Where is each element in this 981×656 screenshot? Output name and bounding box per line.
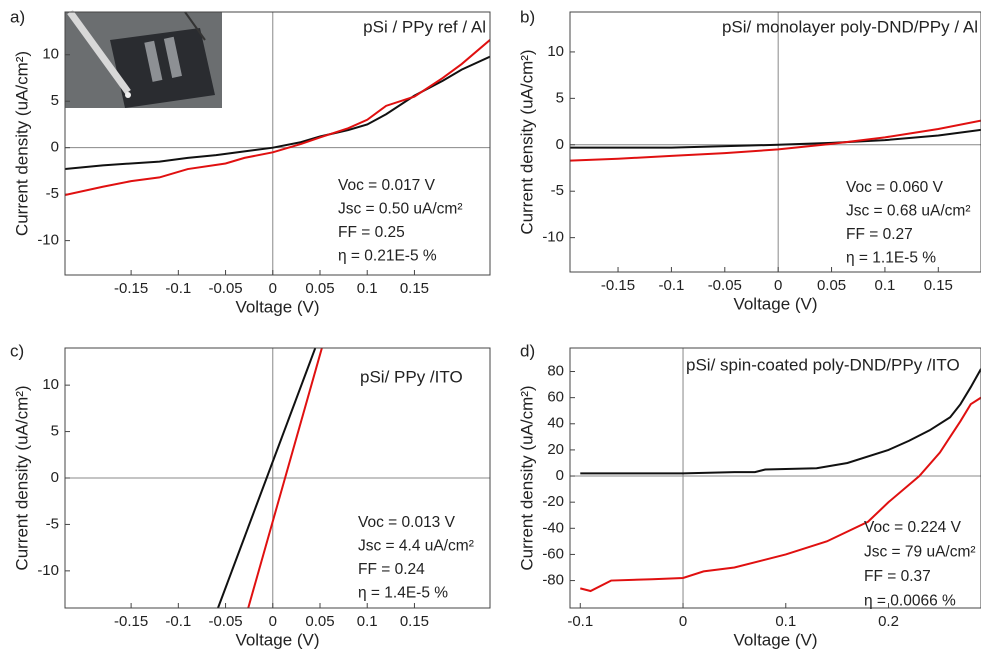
plot-series bbox=[65, 39, 490, 197]
x-tick-label: -0.15 bbox=[601, 277, 635, 294]
plot-series bbox=[570, 119, 981, 162]
x-tick-label: 0 bbox=[679, 613, 687, 630]
annotation: Voc = 0.060 V bbox=[846, 179, 944, 196]
annotation: FF = 0.24 bbox=[358, 561, 425, 578]
plot-frame bbox=[569, 11, 981, 273]
x-tick-label: 0.15 bbox=[924, 277, 953, 294]
x-tick-label: -0.1 bbox=[567, 613, 593, 630]
data-line bbox=[580, 368, 981, 475]
data-line bbox=[217, 348, 317, 608]
y-tick-label: -10 bbox=[37, 232, 59, 249]
plot-frame bbox=[569, 347, 981, 609]
x-tick-label: 0.15 bbox=[400, 613, 429, 630]
y-tick-label: -5 bbox=[551, 182, 564, 199]
y-tick-label: 60 bbox=[547, 389, 564, 406]
annotation: FF = 0.27 bbox=[846, 226, 913, 243]
y-tick-label: -60 bbox=[542, 545, 564, 562]
annotation: Voc = 0.224 V bbox=[864, 519, 962, 536]
annotation: Jsc = 79 uA/cm² bbox=[864, 544, 976, 561]
y-tick-label: -80 bbox=[542, 572, 564, 589]
x-tick-label: -0.15 bbox=[114, 280, 148, 297]
x-tick-label: -0.1 bbox=[165, 613, 191, 630]
y-axis-label: Current density (uA/cm²) bbox=[517, 49, 536, 234]
annotation: Voc = 0.017 V bbox=[338, 177, 436, 194]
x-tick-label: 0 bbox=[269, 613, 277, 630]
x-tick-label: 0.1 bbox=[357, 613, 378, 630]
y-tick-label: 5 bbox=[51, 423, 59, 440]
y-tick-label: 80 bbox=[547, 362, 564, 379]
y-tick-label: 40 bbox=[547, 415, 564, 432]
x-tick-label: 0.05 bbox=[305, 613, 334, 630]
x-tick-label: 0 bbox=[774, 277, 782, 294]
x-axis-label: Voltage (V) bbox=[733, 294, 817, 313]
plot-frame bbox=[64, 11, 491, 276]
y-axis-label: Current density (uA/cm²) bbox=[12, 51, 31, 236]
y-tick-label: 0 bbox=[556, 136, 564, 153]
x-tick-label: -0.1 bbox=[658, 277, 684, 294]
y-tick-label: 0 bbox=[556, 467, 564, 484]
annotation: η = 1.4E-5 % bbox=[358, 585, 448, 602]
y-tick-label: -20 bbox=[542, 493, 564, 510]
x-tick-label: -0.05 bbox=[208, 280, 242, 297]
x-tick-label: -0.15 bbox=[114, 613, 148, 630]
inset-photo bbox=[65, 9, 222, 108]
annotation: η = 0.21E-5 % bbox=[338, 248, 437, 265]
y-axis-label: Current density (uA/cm²) bbox=[517, 385, 536, 570]
y-tick-label: -5 bbox=[46, 185, 59, 202]
annotation: FF = 0.37 bbox=[864, 568, 931, 585]
panel-label: d) bbox=[520, 341, 535, 360]
panel-title: pSi/ PPy /ITO bbox=[360, 367, 463, 386]
panel-label: a) bbox=[10, 7, 25, 26]
x-tick-label: 0.05 bbox=[817, 277, 846, 294]
annotation: η = 1.1E-5 % bbox=[846, 250, 936, 267]
y-tick-label: 10 bbox=[42, 46, 59, 63]
x-tick-label: -0.05 bbox=[208, 613, 242, 630]
annotation: Voc = 0.013 V bbox=[358, 514, 456, 531]
plot-series bbox=[217, 348, 323, 608]
panel-title: pSi/ spin-coated poly-DND/PPy /ITO bbox=[686, 355, 960, 374]
y-tick-label: 10 bbox=[42, 376, 59, 393]
y-tick-label: -10 bbox=[542, 229, 564, 246]
annotation: η = 0.0066 % bbox=[864, 593, 956, 610]
panel-label: b) bbox=[520, 7, 535, 26]
y-tick-label: -5 bbox=[46, 515, 59, 532]
annotation: Jsc = 0.50 uA/cm² bbox=[338, 201, 462, 218]
y-tick-label: 10 bbox=[547, 43, 564, 60]
data-line bbox=[247, 348, 323, 608]
data-line bbox=[570, 119, 981, 162]
x-tick-label: 0.1 bbox=[357, 280, 378, 297]
x-tick-label: 0.1 bbox=[874, 277, 895, 294]
x-axis-label: Voltage (V) bbox=[235, 630, 319, 649]
annotation: Jsc = 4.4 uA/cm² bbox=[358, 538, 474, 555]
panel-label: c) bbox=[10, 341, 24, 360]
panel-title: pSi / PPy ref / Al bbox=[363, 17, 486, 36]
x-axis-label: Voltage (V) bbox=[235, 297, 319, 316]
x-tick-label: 0.15 bbox=[400, 280, 429, 297]
panel-title: pSi/ monolayer poly-DND/PPy / Al bbox=[722, 17, 978, 36]
x-tick-label: -0.05 bbox=[708, 277, 742, 294]
x-tick-label: 0 bbox=[269, 280, 277, 297]
x-tick-label: 0.2 bbox=[878, 613, 899, 630]
y-tick-label: -40 bbox=[542, 519, 564, 536]
y-tick-label: 5 bbox=[51, 92, 59, 109]
x-tick-label: -0.1 bbox=[165, 280, 191, 297]
y-tick-label: 5 bbox=[556, 89, 564, 106]
y-tick-label: 0 bbox=[51, 469, 59, 486]
data-line bbox=[580, 396, 981, 593]
x-tick-label: 0.05 bbox=[305, 280, 334, 297]
annotation: FF = 0.25 bbox=[338, 224, 405, 241]
plot-series bbox=[580, 368, 981, 593]
data-line bbox=[65, 39, 490, 197]
y-tick-label: 20 bbox=[547, 441, 564, 458]
y-tick-label: -10 bbox=[37, 562, 59, 579]
y-axis-label: Current density (uA/cm²) bbox=[12, 385, 31, 570]
annotation: Jsc = 0.68 uA/cm² bbox=[846, 203, 970, 220]
x-tick-label: 0.1 bbox=[775, 613, 796, 630]
plot-frame bbox=[64, 347, 491, 609]
x-axis-label: Voltage (V) bbox=[733, 630, 817, 649]
y-tick-label: 0 bbox=[51, 139, 59, 156]
